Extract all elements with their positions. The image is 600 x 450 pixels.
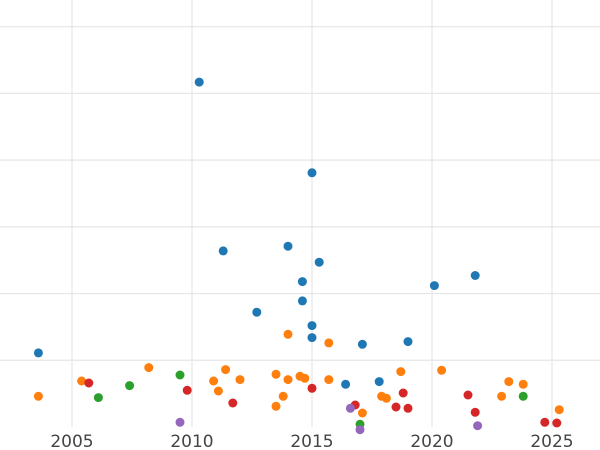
data-point: [144, 363, 154, 373]
x-tick-label: 2005: [50, 432, 93, 450]
data-point: [84, 378, 94, 388]
data-point: [398, 388, 408, 398]
data-point: [473, 421, 483, 431]
x-tick-labels: 2005 2010 2015 2020 2025: [50, 432, 573, 450]
data-point: [357, 339, 367, 349]
data-point: [283, 375, 293, 385]
data-point: [218, 246, 228, 256]
data-point: [518, 379, 528, 389]
data-point: [300, 373, 310, 383]
data-point: [341, 379, 351, 389]
data-point: [497, 391, 507, 401]
x-tick-label: 2020: [410, 432, 453, 450]
data-point: [194, 77, 204, 87]
data-point: [470, 271, 480, 280]
data-point: [228, 398, 238, 408]
data-point: [33, 348, 43, 358]
data-point: [307, 168, 317, 178]
data-point: [357, 408, 367, 418]
grid-layer: [0, 0, 600, 427]
data-point: [403, 403, 413, 413]
data-point: [283, 241, 293, 251]
data-point: [324, 375, 334, 385]
data-point: [314, 257, 324, 267]
data-point: [504, 377, 514, 387]
data-point: [175, 417, 185, 427]
data-point: [540, 417, 550, 427]
data-point: [297, 296, 307, 306]
data-point: [175, 370, 185, 380]
data-point: [403, 337, 413, 347]
x-tick-label: 2015: [290, 432, 333, 450]
data-point: [283, 329, 293, 339]
data-point: [307, 383, 317, 393]
data-point: [518, 391, 528, 401]
data-point: [355, 425, 365, 435]
data-point: [307, 321, 317, 331]
data-point: [271, 369, 281, 379]
data-point: [463, 390, 473, 400]
data-point: [182, 385, 192, 395]
data-point: [125, 381, 135, 391]
data-point: [252, 307, 262, 317]
data-point: [77, 376, 87, 386]
data-point: [396, 367, 406, 377]
data-point: [324, 338, 334, 348]
x-tick-label: 2025: [530, 432, 573, 450]
data-point: [213, 386, 223, 396]
data-point: [33, 391, 43, 401]
x-tick-label: 2010: [170, 432, 213, 450]
data-point: [345, 403, 355, 413]
data-point: [278, 391, 288, 401]
data-point: [209, 376, 219, 386]
data-point: [437, 365, 447, 375]
data-point: [374, 377, 384, 387]
data-point: [391, 402, 401, 412]
points-layer: [33, 77, 564, 435]
data-point: [470, 407, 480, 417]
data-point: [221, 365, 231, 375]
data-point: [307, 333, 317, 343]
data-point: [429, 281, 439, 291]
data-point: [235, 375, 245, 385]
data-point: [381, 393, 391, 403]
data-point: [554, 405, 564, 415]
data-point: [552, 418, 562, 428]
data-point: [297, 277, 307, 287]
data-point: [93, 393, 103, 403]
data-point: [271, 401, 281, 411]
